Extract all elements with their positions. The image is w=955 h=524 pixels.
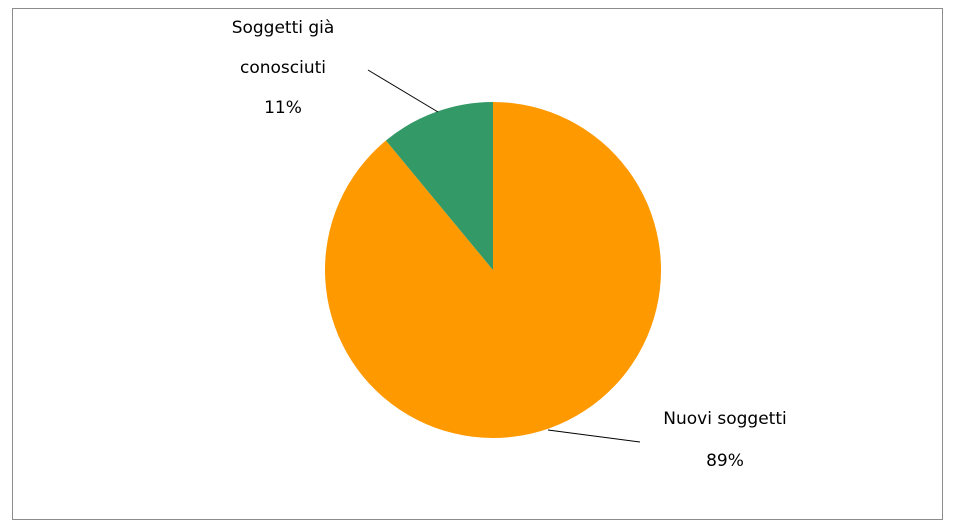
leader-line <box>547 429 641 443</box>
pie-slice <box>385 102 493 270</box>
category-label: Nuovi soggetti <box>663 409 787 429</box>
category-label: Soggetti già conosciuti <box>231 18 335 78</box>
leader-line <box>367 69 439 113</box>
slice-label: Nuovi soggetti 89% <box>640 398 810 482</box>
value-label: 11% <box>264 98 302 118</box>
value-label: 89% <box>706 451 744 471</box>
pie-slice <box>325 102 661 439</box>
slice-label: Soggetti già conosciuti 11% <box>218 8 348 128</box>
